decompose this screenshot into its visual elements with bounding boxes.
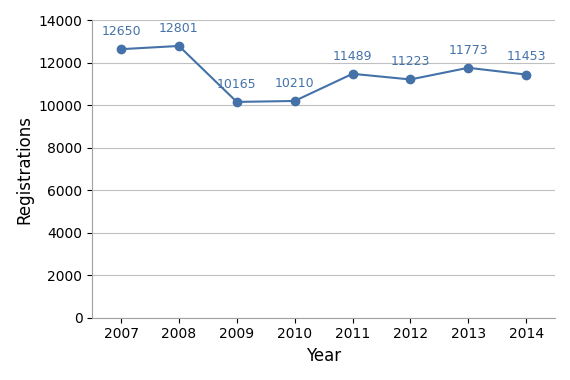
Y-axis label: Registrations: Registrations [15,115,33,223]
Text: 11223: 11223 [390,55,430,68]
X-axis label: Year: Year [306,347,341,365]
Text: 10210: 10210 [275,77,315,90]
Text: 10165: 10165 [217,78,256,91]
Text: 11489: 11489 [333,50,372,63]
Text: 12650: 12650 [101,25,141,38]
Text: 12801: 12801 [159,22,199,35]
Text: 11453: 11453 [506,51,546,63]
Text: 11773: 11773 [449,44,488,57]
